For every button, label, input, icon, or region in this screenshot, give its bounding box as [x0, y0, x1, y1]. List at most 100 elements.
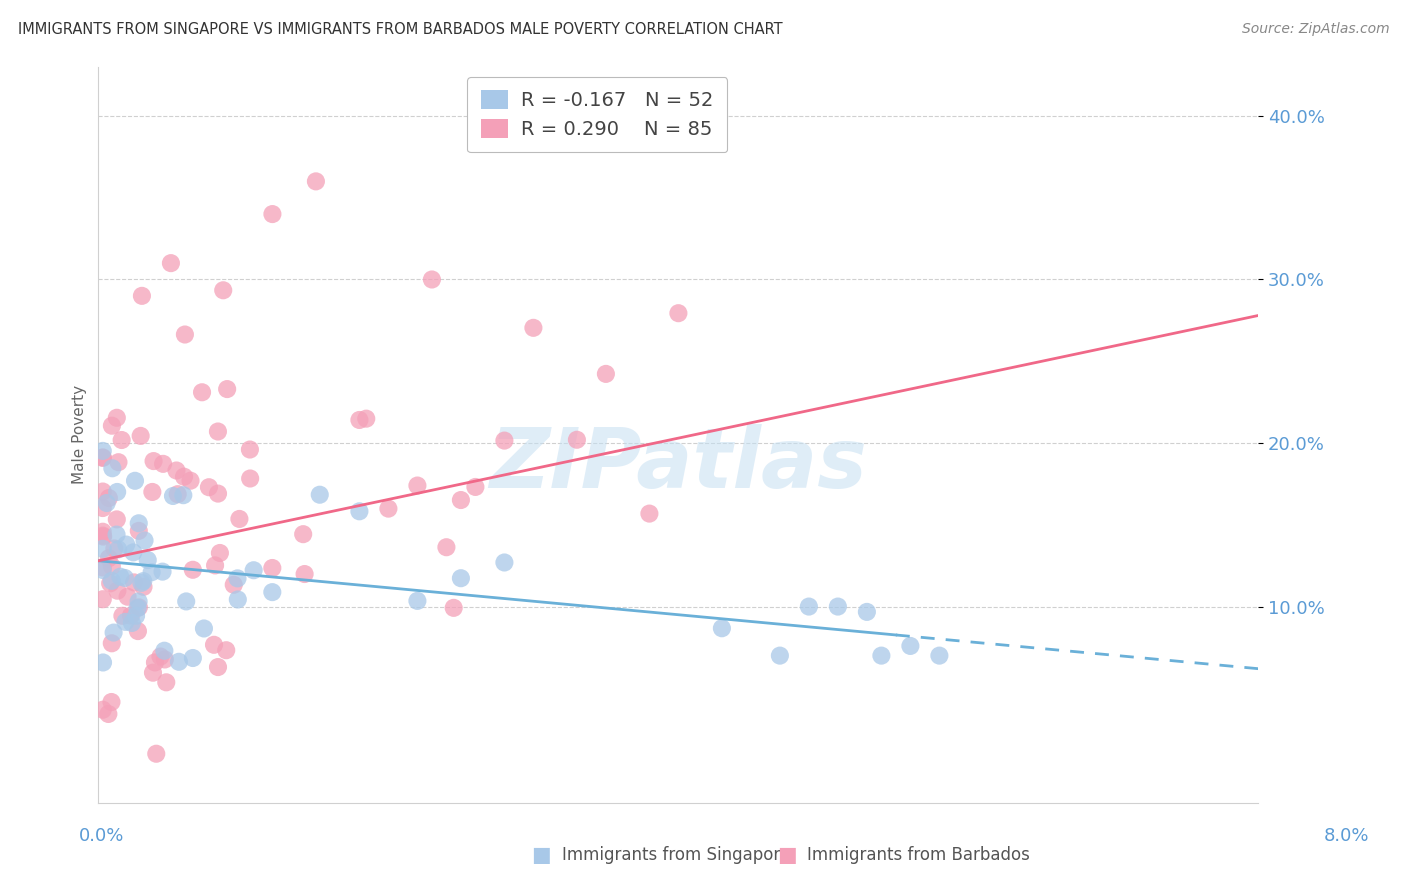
Point: [308, 488, 330, 502]
Point: [217, 382, 239, 396]
Point: [173, 469, 195, 483]
Point: [215, 643, 238, 657]
Point: [127, 624, 149, 639]
Point: [900, 639, 922, 653]
Point: [136, 553, 159, 567]
Point: [406, 478, 429, 492]
Point: [101, 418, 124, 433]
Point: [91, 450, 114, 465]
Point: [98, 576, 121, 591]
Point: [91, 656, 114, 670]
Point: [181, 563, 204, 577]
Point: [207, 660, 229, 674]
Point: [349, 413, 371, 427]
Point: [166, 487, 188, 501]
Point: [152, 565, 174, 579]
Point: [242, 563, 264, 577]
Point: [103, 541, 125, 556]
Point: [105, 410, 128, 425]
Point: [349, 504, 371, 518]
Point: [522, 321, 544, 335]
Y-axis label: Male Poverty: Male Poverty: [72, 385, 87, 484]
Point: [827, 599, 849, 614]
Point: [124, 474, 146, 488]
Point: [141, 565, 163, 579]
Point: [153, 652, 176, 666]
Point: [305, 174, 328, 188]
Text: Source: ZipAtlas.com: Source: ZipAtlas.com: [1241, 22, 1389, 37]
Point: [193, 622, 215, 636]
Point: [132, 574, 155, 588]
Point: [105, 512, 128, 526]
Point: [91, 444, 114, 458]
Point: [107, 542, 129, 557]
Text: Immigrants from Barbados: Immigrants from Barbados: [807, 846, 1031, 863]
Point: [107, 583, 129, 598]
Point: [122, 575, 145, 590]
Point: [115, 537, 138, 551]
Point: [101, 461, 124, 475]
Point: [174, 594, 197, 608]
Point: [212, 283, 235, 297]
Text: IMMIGRANTS FROM SINGAPORE VS IMMIGRANTS FROM BARBADOS MALE POVERTY CORRELATION C: IMMIGRANTS FROM SINGAPORE VS IMMIGRANTS …: [18, 22, 783, 37]
Point: [228, 512, 250, 526]
Point: [928, 648, 950, 663]
Point: [101, 559, 124, 574]
Point: [179, 474, 201, 488]
Point: [141, 485, 163, 500]
Point: [96, 496, 118, 510]
Point: [91, 524, 114, 539]
Point: [145, 747, 167, 761]
Point: [91, 450, 114, 465]
Point: [226, 592, 249, 607]
Point: [142, 665, 165, 680]
Point: [132, 580, 155, 594]
Point: [494, 556, 516, 570]
Point: [162, 489, 184, 503]
Point: [91, 501, 114, 516]
Point: [797, 599, 820, 614]
Point: [464, 480, 486, 494]
Point: [204, 558, 226, 573]
Point: [239, 471, 262, 485]
Point: [105, 485, 128, 500]
Point: [111, 608, 134, 623]
Point: [769, 648, 792, 663]
Point: [420, 272, 443, 286]
Point: [595, 367, 617, 381]
Point: [450, 571, 472, 585]
Point: [638, 507, 661, 521]
Point: [127, 601, 149, 615]
Point: [202, 638, 225, 652]
Point: [91, 484, 114, 499]
Point: [207, 486, 229, 500]
Point: [153, 644, 176, 658]
Point: [129, 429, 152, 443]
Point: [565, 433, 588, 447]
Point: [91, 560, 114, 574]
Point: [239, 442, 262, 457]
Point: [354, 411, 377, 425]
Point: [172, 488, 194, 502]
Point: [91, 592, 114, 607]
Point: [97, 551, 120, 566]
Point: [128, 600, 150, 615]
Point: [377, 501, 399, 516]
Point: [174, 327, 197, 342]
Point: [131, 575, 153, 590]
Point: [155, 675, 177, 690]
Point: [128, 516, 150, 531]
Point: [111, 433, 134, 447]
Point: [97, 706, 120, 721]
Point: [142, 454, 165, 468]
Point: [120, 608, 142, 623]
Point: [121, 615, 143, 630]
Point: [105, 527, 128, 541]
Point: [262, 207, 284, 221]
Point: [131, 289, 153, 303]
Point: [101, 636, 124, 650]
Point: [666, 306, 689, 320]
Point: [208, 546, 231, 560]
Point: [91, 703, 114, 717]
Point: [149, 649, 172, 664]
